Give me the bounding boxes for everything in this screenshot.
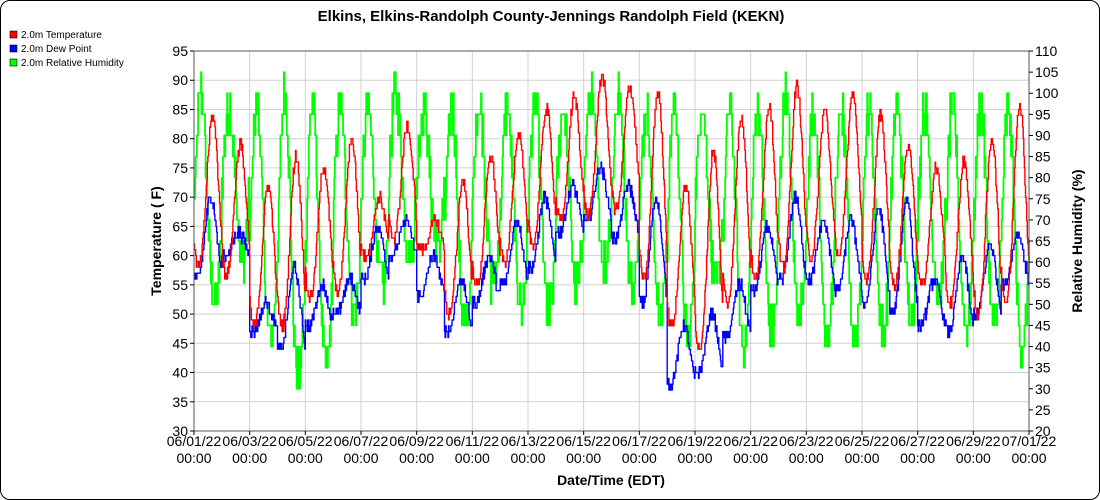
legend-label-humidity: 2.0m Relative Humidity: [21, 58, 124, 69]
y-right-tick-label: 30: [1035, 381, 1051, 397]
y-right-tick-label: 70: [1035, 212, 1051, 228]
legend-label-temperature: 2.0m Temperature: [21, 30, 102, 41]
y-right-tick-label: 85: [1035, 149, 1051, 165]
y-left-tick-label: 40: [172, 365, 188, 381]
y-right-tick-label: 40: [1035, 339, 1051, 355]
chart-title: Elkins, Elkins-Randolph County-Jennings …: [318, 8, 785, 25]
y-axis-left-ticks: 30 35 40 45 50 55 60 65 70 75 80 85 90 95: [172, 43, 194, 439]
legend-swatch-temperature: [9, 30, 18, 39]
legend-label-dewpoint: 2.0m Dew Point: [21, 44, 92, 55]
y-right-tick-label: 110: [1035, 43, 1058, 59]
x-tick-date: 07/01/22: [1002, 433, 1057, 449]
y-left-tick-label: 30: [172, 423, 188, 439]
legend-item-temperature: 2.0m Temperature: [9, 30, 102, 41]
x-tick-date: 06/21/22: [723, 433, 778, 449]
x-tick-time: 00:00: [789, 450, 824, 466]
x-tick-date: 06/17/22: [612, 433, 667, 449]
legend: 2.0m Temperature 2.0m Dew Point 2.0m Rel…: [9, 30, 124, 69]
series-layer: [193, 71, 1030, 391]
legend-item-humidity: 2.0m Relative Humidity: [9, 58, 124, 69]
y-right-tick-label: 60: [1035, 254, 1051, 270]
series-line-dewpoint: [193, 161, 1030, 391]
x-tick-time: 00:00: [1011, 450, 1046, 466]
y-right-tick-label: 20: [1035, 423, 1051, 439]
y-axis-left-label: Temperature ( F): [148, 186, 164, 295]
x-tick-date: 06/19/22: [668, 433, 723, 449]
series-line-temperature: [193, 73, 1030, 350]
x-tick-time: 00:00: [455, 450, 490, 466]
series-line-humidity: [193, 71, 1030, 390]
y-right-tick-label: 50: [1035, 296, 1051, 312]
y-left-tick-label: 95: [172, 43, 188, 59]
y-left-tick-label: 85: [172, 101, 188, 117]
x-tick-time: 00:00: [900, 450, 935, 466]
y-right-tick-label: 75: [1035, 191, 1051, 207]
y-right-tick-label: 25: [1035, 402, 1051, 418]
x-tick-date: 06/29/22: [946, 433, 1001, 449]
y-right-tick-label: 105: [1035, 64, 1059, 80]
x-tick-date: 06/13/22: [501, 433, 556, 449]
y-left-tick-label: 75: [172, 160, 188, 176]
x-tick-date: 06/03/22: [222, 433, 277, 449]
y-left-tick-label: 50: [172, 306, 188, 322]
y-right-tick-label: 90: [1035, 127, 1051, 143]
x-tick-time: 00:00: [288, 450, 323, 466]
x-tick-date: 06/07/22: [334, 433, 389, 449]
y-right-tick-label: 65: [1035, 233, 1051, 249]
y-axis-right-ticks: 20 25 30 35 40 45 50 55 60 65 70 75 80 85 90 95 100 105 11…: [1029, 43, 1059, 439]
x-tick-date: 06/15/22: [556, 433, 611, 449]
x-tick-time: 00:00: [176, 450, 211, 466]
legend-item-dewpoint: 2.0m Dew Point: [9, 44, 92, 55]
y-left-tick-label: 80: [172, 131, 188, 147]
x-tick-date: 06/27/22: [890, 433, 945, 449]
y-right-tick-label: 55: [1035, 275, 1051, 291]
x-tick-date: 06/05/22: [278, 433, 333, 449]
x-tick-time: 00:00: [844, 450, 879, 466]
x-tick-time: 00:00: [622, 450, 657, 466]
x-tick-time: 00:00: [566, 450, 601, 466]
x-tick-time: 00:00: [677, 450, 712, 466]
x-tick-date: 06/11/22: [446, 433, 500, 449]
x-tick-time: 00:00: [733, 450, 768, 466]
y-left-tick-label: 45: [172, 335, 188, 351]
y-right-tick-label: 95: [1035, 106, 1051, 122]
y-left-tick-label: 35: [172, 394, 188, 410]
y-axis-right-label: Relative Humidity (%): [1069, 169, 1085, 312]
y-right-tick-label: 45: [1035, 317, 1051, 333]
x-tick-time: 00:00: [343, 450, 378, 466]
y-left-tick-label: 70: [172, 189, 188, 205]
y-left-tick-label: 65: [172, 218, 188, 234]
y-left-tick-label: 55: [172, 277, 188, 293]
y-left-tick-label: 90: [172, 72, 188, 88]
x-tick-date: 06/23/22: [779, 433, 834, 449]
x-axis-ticks: 06/01/2200:0006/03/2200:0006/05/2200:000…: [167, 431, 1057, 466]
x-tick-date: 06/09/22: [389, 433, 444, 449]
x-tick-time: 00:00: [399, 450, 434, 466]
x-tick-date: 06/25/22: [835, 433, 890, 449]
x-tick-time: 00:00: [510, 450, 545, 466]
y-right-tick-label: 80: [1035, 170, 1051, 186]
y-right-tick-label: 35: [1035, 360, 1051, 376]
x-tick-date: 06/01/22: [167, 433, 222, 449]
x-axis-label: Date/Time (EDT): [557, 472, 665, 488]
x-tick-time: 00:00: [956, 450, 991, 466]
x-tick-time: 00:00: [232, 450, 267, 466]
legend-swatch-dewpoint: [9, 44, 18, 53]
y-left-tick-label: 60: [172, 248, 188, 264]
y-right-tick-label: 100: [1035, 85, 1059, 101]
legend-swatch-humidity: [9, 58, 18, 67]
